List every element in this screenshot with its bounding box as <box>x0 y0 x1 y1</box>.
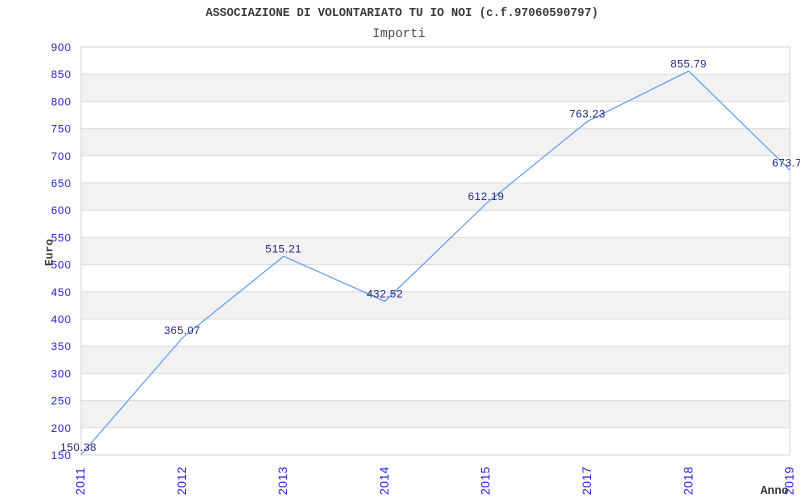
svg-text:2014: 2014 <box>377 466 391 495</box>
svg-text:763.23: 763.23 <box>569 109 605 121</box>
svg-text:2019: 2019 <box>783 466 797 495</box>
svg-text:650: 650 <box>51 178 71 190</box>
svg-text:450: 450 <box>51 287 71 299</box>
svg-text:200: 200 <box>51 423 71 435</box>
svg-text:700: 700 <box>51 151 71 163</box>
svg-text:250: 250 <box>51 396 71 408</box>
svg-text:Euro: Euro <box>45 239 57 266</box>
svg-text:2012: 2012 <box>175 466 189 495</box>
svg-text:300: 300 <box>51 368 71 380</box>
svg-text:365.07: 365.07 <box>164 325 200 337</box>
svg-text:350: 350 <box>51 341 71 353</box>
svg-text:900: 900 <box>51 42 71 54</box>
svg-text:ASSOCIAZIONE DI VOLONTARIATO T: ASSOCIAZIONE DI VOLONTARIATO TU IO NOI (… <box>206 6 599 20</box>
svg-text:2015: 2015 <box>479 466 493 495</box>
svg-text:432.52: 432.52 <box>367 289 403 301</box>
svg-text:2013: 2013 <box>276 466 290 495</box>
svg-text:855.79: 855.79 <box>671 58 707 70</box>
svg-text:150: 150 <box>51 450 71 462</box>
svg-text:612.19: 612.19 <box>468 191 504 203</box>
svg-text:400: 400 <box>51 314 71 326</box>
svg-text:800: 800 <box>51 96 71 108</box>
svg-text:750: 750 <box>51 124 71 136</box>
svg-text:850: 850 <box>51 69 71 81</box>
svg-text:2011: 2011 <box>74 467 88 495</box>
svg-text:150.38: 150.38 <box>60 442 96 454</box>
svg-text:673.7: 673.7 <box>772 157 800 169</box>
svg-text:600: 600 <box>51 205 71 217</box>
svg-text:550: 550 <box>51 232 71 244</box>
svg-text:2018: 2018 <box>681 466 695 495</box>
svg-text:Importi: Importi <box>373 27 426 41</box>
svg-text:500: 500 <box>51 260 71 272</box>
svg-text:Anno: Anno <box>761 484 789 498</box>
svg-text:2017: 2017 <box>580 466 594 495</box>
svg-text:515.21: 515.21 <box>265 244 301 256</box>
